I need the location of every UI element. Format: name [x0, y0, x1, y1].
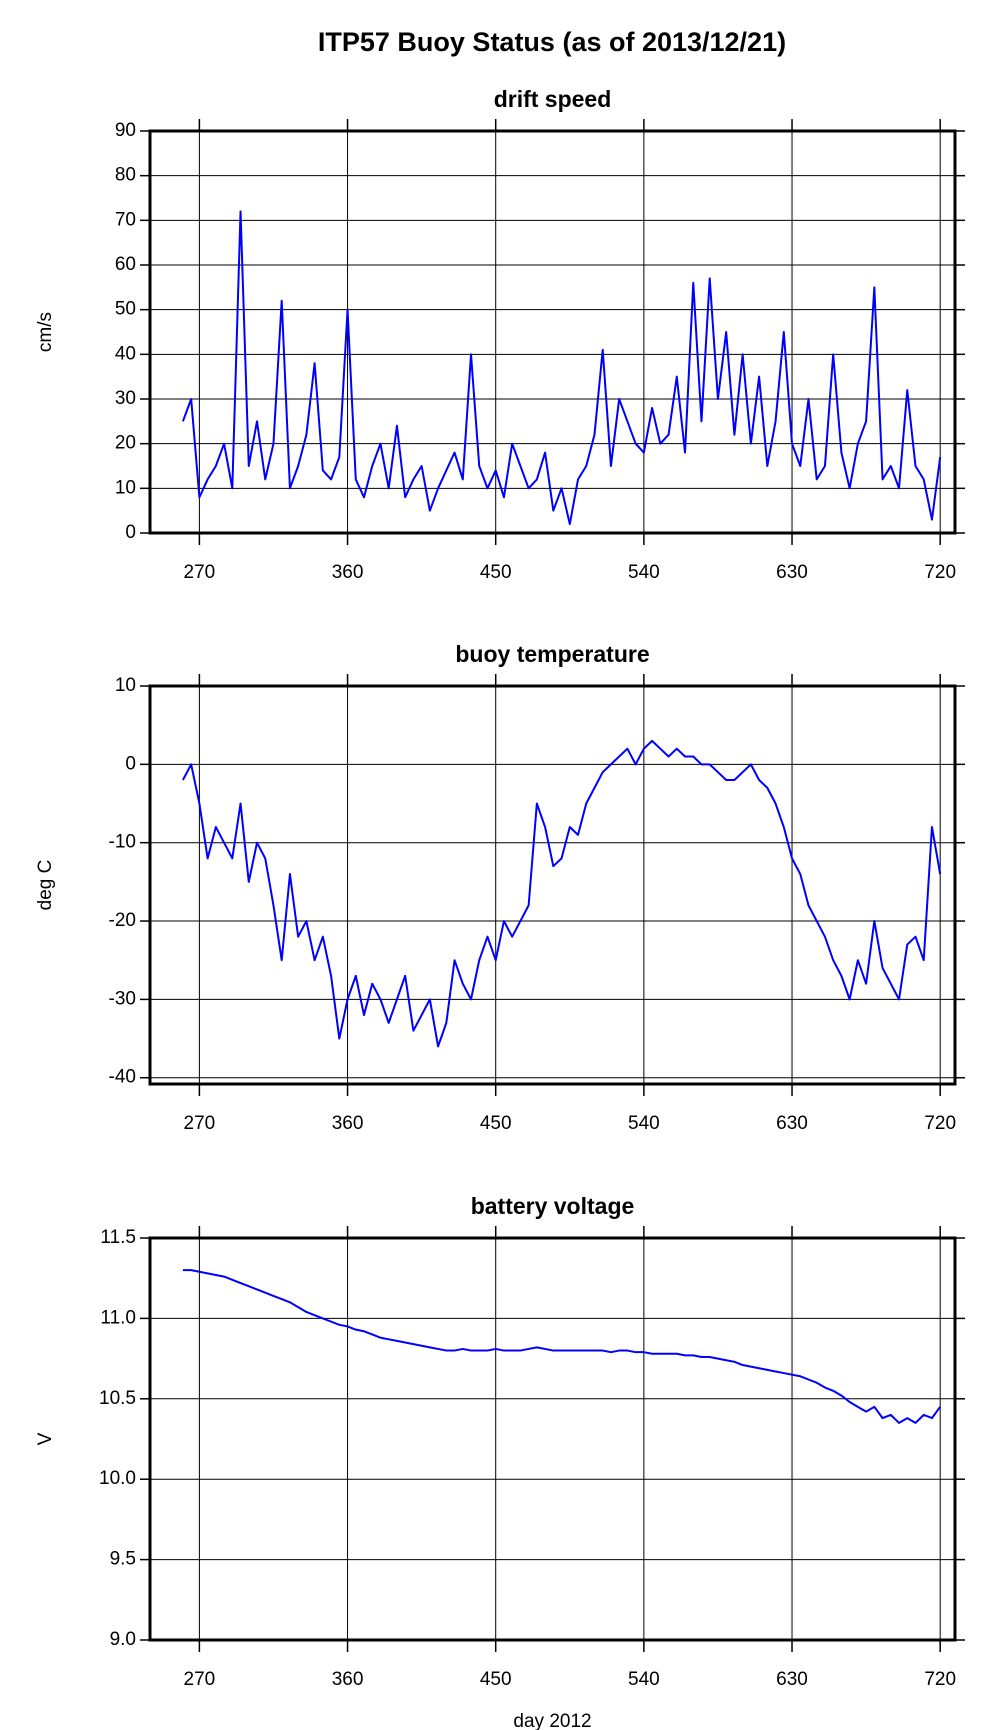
plot-frame: [148, 1236, 957, 1642]
y-axis-label: deg C: [35, 860, 56, 911]
plot-frame: [148, 684, 957, 1086]
y-tick-label: 10.5: [99, 1388, 136, 1409]
x-tick-label: 360: [332, 1669, 364, 1690]
y-tick-label: 30: [115, 388, 136, 409]
y-tick-label: 60: [115, 254, 136, 275]
y-tick-label: 40: [115, 343, 136, 364]
y-tick-label: 10.0: [99, 1468, 136, 1489]
x-tick-label: 450: [480, 1113, 512, 1134]
y-tick-label: 0: [125, 522, 136, 543]
x-tick-label: 720: [924, 1113, 956, 1134]
x-tick-label: 540: [628, 1669, 660, 1690]
y-axis-label: V: [35, 1432, 56, 1445]
x-tick-label: 270: [184, 1113, 216, 1134]
data-line: [182, 739, 942, 1048]
figure-title: ITP57 Buoy Status (as of 2013/12/21): [318, 27, 786, 57]
x-tick-label: 630: [776, 1113, 808, 1134]
y-tick-label: 9.5: [110, 1549, 136, 1570]
y-tick-label: 0: [125, 753, 136, 774]
panel-title: battery voltage: [471, 1193, 635, 1219]
x-tick-label: 540: [628, 1113, 660, 1134]
panel: battery voltage V 9.0 9.5 10.0 10.5 11.0 11.5 27…: [35, 1193, 965, 1730]
panel: drift speed cm/s 0 10 20 30 40 50 60 70 80 90 270 360…: [35, 86, 965, 583]
y-tick-label: 50: [115, 299, 136, 320]
x-tick-label: 540: [628, 562, 660, 583]
x-tick-label: 630: [776, 1669, 808, 1690]
y-tick-label: 80: [115, 165, 136, 186]
y-tick-label: -30: [109, 988, 136, 1009]
y-tick-label: 10: [115, 477, 136, 498]
y-axis-label: cm/s: [35, 312, 56, 352]
y-tick-label: 70: [115, 209, 136, 230]
x-tick-label: 360: [332, 1113, 364, 1134]
panel: buoy temperature deg C -40 -30 -20 -10 0 10 270 3…: [35, 641, 965, 1134]
x-tick-label: 270: [184, 562, 216, 583]
x-tick-label: 720: [924, 1669, 956, 1690]
y-tick-label: 11.5: [100, 1227, 136, 1248]
y-tick-label: -10: [109, 832, 136, 853]
data-line: [182, 1269, 941, 1424]
y-tick-label: 10: [115, 675, 136, 696]
x-tick-label: 630: [776, 562, 808, 583]
x-tick-label: 270: [184, 1669, 216, 1690]
y-tick-label: -40: [109, 1067, 136, 1088]
y-tick-label: -20: [109, 910, 136, 931]
x-tick-label: 360: [332, 562, 364, 583]
x-axis-label: day 2012: [513, 1711, 591, 1730]
y-tick-label: 90: [115, 120, 136, 141]
y-tick-label: 11.0: [100, 1307, 136, 1328]
y-tick-label: 9.0: [110, 1629, 136, 1650]
panel-title: buoy temperature: [455, 641, 649, 667]
data-line: [181, 210, 942, 526]
x-tick-label: 720: [924, 562, 956, 583]
x-tick-label: 450: [480, 1669, 512, 1690]
x-tick-label: 450: [480, 562, 512, 583]
panel-title: drift speed: [494, 86, 612, 112]
y-tick-label: 20: [115, 433, 136, 454]
plot-frame: [148, 129, 957, 535]
